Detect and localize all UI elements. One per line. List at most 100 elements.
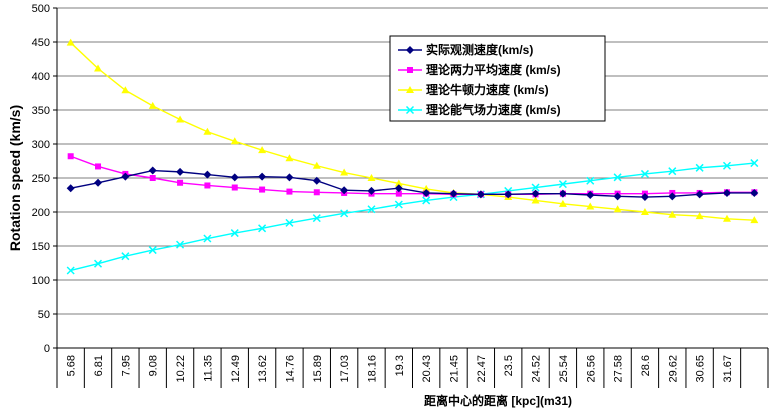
point-s0-22 [668, 192, 677, 201]
point-s2-19 [586, 202, 595, 210]
point-s0-8 [285, 173, 294, 182]
y-tick-label-0: 0 [44, 343, 50, 355]
point-s2-24 [722, 214, 731, 222]
series-line-2 [70, 42, 755, 221]
series-line-1 [70, 155, 755, 196]
y-tick-label-500: 500 [32, 3, 50, 15]
point-s2-0 [66, 38, 75, 46]
y-tick-label-450: 450 [32, 37, 50, 49]
point-s2-6 [230, 137, 239, 145]
series-0 [66, 166, 759, 202]
point-s0-24 [722, 188, 731, 197]
x-tick-label-7.95: 7.95 [120, 355, 132, 376]
point-s3-11 [367, 205, 376, 214]
legend-marker-0 [406, 46, 414, 54]
point-s1-12 [395, 190, 402, 197]
point-s0-3 [148, 166, 157, 175]
point-s0-6 [230, 173, 239, 182]
x-tick-label-24.52: 24.52 [531, 355, 543, 383]
point-s3-20 [613, 173, 622, 182]
point-s3-6 [230, 229, 239, 238]
x-tick-label-23.5: 23.5 [503, 355, 515, 376]
x-tick-label-18.16: 18.16 [366, 355, 378, 383]
x-axis-title: 距离中心的距离 [kpc](m31) [424, 393, 572, 408]
point-s3-25 [750, 159, 759, 168]
point-s0-17 [531, 189, 540, 198]
axes [53, 7, 769, 388]
point-s3-24 [722, 161, 732, 170]
legend-label-0: 实际观测速度(km/s) [426, 42, 533, 57]
point-s2-2 [121, 86, 130, 94]
x-tick-label-20.43: 20.43 [421, 355, 433, 383]
point-s3-18 [558, 180, 567, 189]
series-2 [66, 38, 759, 224]
x-tick-label-10.22: 10.22 [175, 355, 187, 383]
x-tick-label-22.47: 22.47 [476, 355, 488, 383]
point-s2-4 [176, 115, 185, 123]
point-s3-3 [148, 246, 157, 255]
legend-marker-1 [407, 67, 413, 73]
x-tick-label-6.81: 6.81 [93, 355, 105, 376]
x-tick-label-9.08: 9.08 [148, 355, 160, 376]
x-tick-label-11.35: 11.35 [202, 355, 214, 382]
point-s3-2 [121, 252, 130, 261]
point-s2-18 [558, 199, 567, 207]
y-tick-label-300: 300 [32, 139, 50, 151]
point-s0-2 [121, 172, 130, 181]
point-s3-19 [586, 176, 595, 185]
y-tick-label-150: 150 [32, 241, 50, 253]
point-s3-10 [340, 209, 349, 218]
legend-marker-2 [406, 86, 414, 93]
point-s1-3 [149, 175, 156, 181]
y-tick-label-250: 250 [32, 173, 50, 185]
series-lines [66, 38, 759, 275]
point-s2-5 [203, 127, 212, 135]
point-s3-22 [668, 167, 677, 176]
legend-label-1: 理论两力平均速度 (km/s) [426, 62, 561, 77]
y-tick-label-400: 400 [32, 71, 50, 83]
point-s2-22 [668, 210, 677, 218]
legend-item-2: 理论牛顿力速度 (km/s) [398, 82, 549, 97]
x-tick-label-30.65: 30.65 [695, 355, 707, 383]
x-tick-label-28.6: 28.6 [640, 355, 652, 376]
point-s3-23 [695, 163, 704, 172]
point-s3-0 [66, 266, 75, 275]
x-tick-label-13.62: 13.62 [257, 355, 269, 383]
point-s1-5 [204, 182, 211, 189]
y-tick-label-50: 50 [38, 309, 50, 321]
point-s3-12 [394, 200, 403, 209]
point-s0-11 [367, 186, 376, 195]
y-tick-label-100: 100 [32, 275, 50, 287]
point-s0-7 [258, 172, 267, 181]
point-s2-23 [695, 212, 704, 220]
y-tick-label-200: 200 [32, 207, 50, 219]
point-s0-14 [449, 189, 458, 198]
legend-item-1: 理论两力平均速度 (km/s) [398, 62, 561, 77]
point-s2-3 [148, 101, 157, 109]
point-s3-1 [93, 259, 103, 268]
point-s1-8 [286, 188, 293, 195]
point-s2-8 [285, 154, 294, 162]
point-s0-16 [504, 190, 513, 199]
x-tick-label-12.49: 12.49 [230, 355, 242, 383]
point-s3-8 [285, 218, 294, 227]
point-s2-17 [531, 196, 540, 204]
point-s2-11 [367, 174, 376, 181]
point-s1-9 [313, 189, 320, 196]
point-s0-9 [312, 176, 321, 185]
point-s0-10 [340, 186, 349, 195]
point-s2-1 [94, 64, 103, 72]
point-s2-21 [640, 208, 649, 215]
point-s0-5 [203, 170, 212, 179]
x-tick-label-27.58: 27.58 [613, 355, 625, 383]
point-s2-12 [394, 179, 403, 187]
series-3 [66, 159, 759, 275]
point-s2-20 [613, 205, 622, 213]
legend-item-0: 实际观测速度(km/s) [398, 42, 533, 57]
y-axis-title: Rotation speed (km/s) [7, 105, 23, 251]
legend-label-2: 理论牛顿力速度 (km/s) [426, 82, 549, 97]
legend-box [389, 35, 606, 122]
x-tick-label-15.89: 15.89 [312, 355, 324, 383]
point-s0-19 [586, 191, 595, 199]
